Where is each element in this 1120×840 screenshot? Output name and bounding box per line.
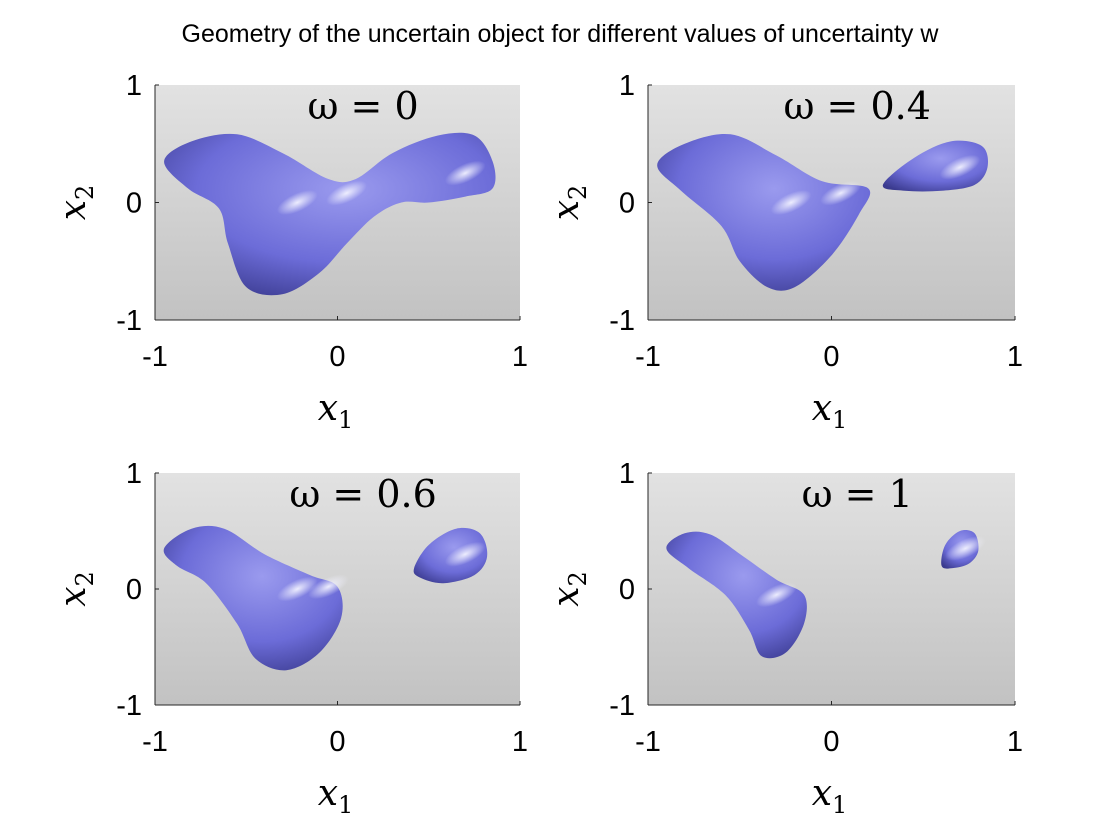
- x-tick-label: 0: [329, 341, 345, 373]
- x-tick-label: 1: [512, 341, 528, 373]
- plot-area: [648, 473, 1015, 705]
- y-tick-label: -1: [609, 305, 635, 337]
- surface-group: [666, 530, 986, 659]
- y-tick-label: -1: [116, 305, 142, 337]
- surface-highlight-3: [444, 160, 486, 186]
- y-tick-label: 1: [126, 70, 142, 102]
- surface-main: [163, 525, 343, 671]
- x-tick-label: -1: [142, 726, 168, 758]
- figure-title: Geometry of the uncertain object for dif…: [181, 20, 939, 48]
- y-tick-label: 0: [619, 188, 635, 220]
- y-tick-label: 1: [126, 458, 142, 490]
- x-tick-label: -1: [142, 341, 168, 373]
- x-axis-label: x1: [812, 773, 848, 819]
- surface-group: [163, 525, 488, 671]
- surface-highlight-1: [756, 582, 797, 608]
- y-axis-label: x2: [546, 185, 592, 221]
- surface-main: [666, 531, 807, 659]
- surface-group: [657, 133, 989, 291]
- omega-annotation: ω = 1: [802, 472, 913, 516]
- surface-highlight-1: [444, 541, 486, 567]
- y-tick-label: 0: [126, 188, 142, 220]
- x-tick-label: 0: [823, 341, 839, 373]
- surface-highlight-1: [770, 190, 812, 215]
- omega-annotation: ω = 0.4: [783, 84, 930, 128]
- surface-main: [657, 133, 871, 291]
- surface-highlight-2: [308, 574, 349, 600]
- surface-highlight-2: [326, 180, 367, 206]
- surface-highlight-2: [820, 180, 861, 206]
- x-tick-label: -1: [635, 341, 661, 373]
- surface-highlight-1: [277, 576, 318, 602]
- surface-highlight-1: [939, 154, 981, 180]
- surface-right-lobe: [882, 140, 989, 192]
- surface-highlight-1: [945, 536, 986, 561]
- x-tick-label: 1: [1007, 726, 1023, 758]
- y-tick-label: -1: [116, 690, 142, 722]
- x-tick-label: -1: [635, 726, 661, 758]
- y-axis-label: x2: [546, 571, 592, 607]
- x-tick-label: 1: [512, 726, 528, 758]
- panel-1: -1 0 1 -1 0 1 x1 x2 ω = 0: [53, 70, 528, 434]
- x-axis-label: x1: [812, 388, 848, 434]
- omega-annotation: ω = 0.6: [289, 472, 436, 516]
- x-axis-label: x1: [318, 773, 354, 819]
- surface-highlight-1: [277, 190, 318, 215]
- y-tick-label: 1: [619, 70, 635, 102]
- y-tick-label: -1: [609, 690, 635, 722]
- y-tick-label: 0: [126, 574, 142, 606]
- panel-2: -1 0 1 -1 0 1 x1 x2 ω = 0.4: [546, 70, 1023, 434]
- x-tick-label: 0: [329, 726, 345, 758]
- y-axis-label: x2: [53, 571, 99, 607]
- y-tick-label: 1: [619, 458, 635, 490]
- panel-3: -1 0 1 -1 0 1 x1 x2 ω = 0.6: [53, 458, 528, 819]
- omega-annotation: ω = 0: [307, 84, 418, 128]
- x-tick-label: 1: [1007, 341, 1023, 373]
- y-axis-label: x2: [53, 185, 99, 221]
- x-tick-label: 0: [823, 726, 839, 758]
- panel-4: -1 0 1 -1 0 1 x1 x2 ω = 1: [546, 458, 1023, 819]
- x-axis-label: x1: [318, 388, 354, 434]
- surface-group: [164, 132, 496, 296]
- surface-main: [164, 132, 496, 296]
- y-tick-label: 0: [619, 574, 635, 606]
